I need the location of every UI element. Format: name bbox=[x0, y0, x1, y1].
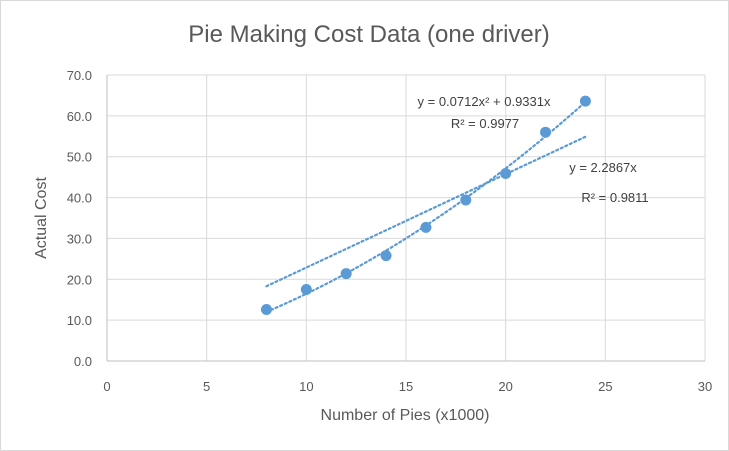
data-point bbox=[540, 126, 552, 138]
polynomial-trendline bbox=[265, 100, 587, 313]
x-tick-label: 30 bbox=[698, 379, 712, 394]
y-axis-label: Actual Cost bbox=[33, 177, 50, 259]
data-point bbox=[340, 268, 352, 280]
y-tick-label: 60.0 bbox=[67, 109, 92, 124]
y-tick-label: 10.0 bbox=[67, 313, 92, 328]
data-point bbox=[300, 284, 312, 295]
linear-trend-equation: y = 2.2867x bbox=[569, 160, 637, 175]
x-axis-label: Number of Pies (x1000) bbox=[321, 407, 490, 424]
chart-title: Pie Making Cost Data (one driver) bbox=[188, 21, 549, 48]
x-tick-label: 25 bbox=[598, 379, 612, 394]
data-point bbox=[420, 221, 432, 233]
x-tick-label: 15 bbox=[399, 379, 413, 394]
trendlines bbox=[265, 100, 587, 313]
data-point bbox=[380, 250, 392, 262]
tick-labels: 0 5 10 15 20 25 30 0.0 10.0 20.0 30.0 40.0 50.0 60.0 7… bbox=[67, 68, 713, 394]
x-tick-label: 0 bbox=[103, 379, 110, 394]
y-tick-label: 70.0 bbox=[67, 68, 92, 83]
poly-trend-r2: R² = 0.9977 bbox=[451, 116, 519, 131]
y-tick-label: 30.0 bbox=[67, 231, 92, 246]
data-points bbox=[260, 95, 591, 316]
linear-trend-r2: R² = 0.9811 bbox=[581, 190, 648, 205]
x-tick-label: 20 bbox=[498, 379, 512, 394]
y-tick-label: 0.0 bbox=[74, 354, 92, 369]
data-point bbox=[579, 95, 591, 107]
y-tick-label: 40.0 bbox=[67, 191, 92, 206]
poly-trend-equation: y = 0.0712x² + 0.9331x bbox=[418, 94, 551, 109]
data-point bbox=[460, 194, 472, 206]
y-tick-label: 20.0 bbox=[67, 272, 92, 287]
data-point bbox=[260, 304, 272, 316]
y-tick-label: 50.0 bbox=[67, 150, 92, 165]
data-point bbox=[500, 167, 512, 179]
gridlines bbox=[106, 74, 706, 362]
x-tick-label: 5 bbox=[203, 379, 210, 394]
linear-trendline bbox=[265, 135, 587, 288]
x-tick-label: 10 bbox=[299, 379, 313, 394]
